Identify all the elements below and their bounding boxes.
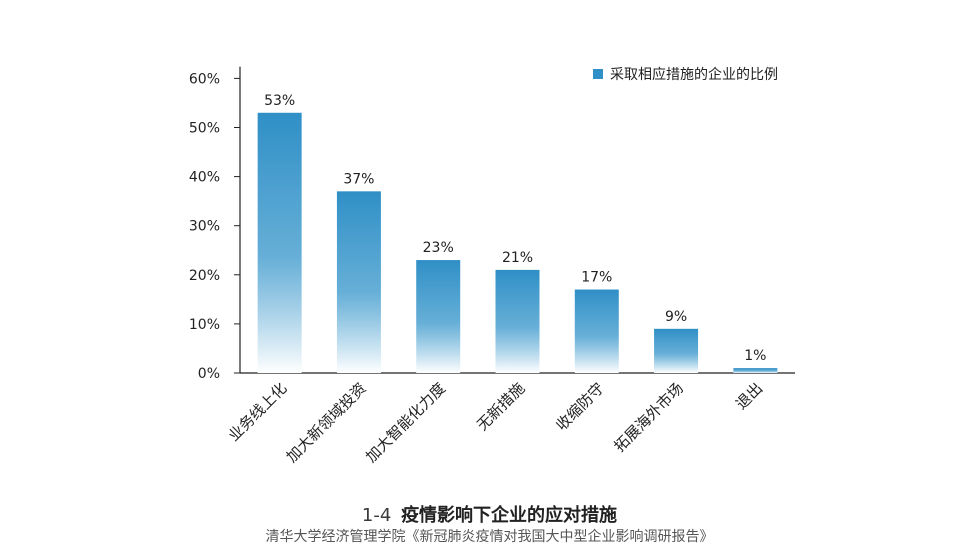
data-label: 21% bbox=[502, 250, 533, 266]
x-category-label: 拓展海外市场 bbox=[611, 379, 687, 455]
bar bbox=[416, 260, 461, 373]
data-label: 53% bbox=[264, 93, 295, 109]
y-tick-label: 40% bbox=[189, 170, 220, 186]
legend-label: 采取相应措施的企业的比例 bbox=[610, 66, 778, 83]
y-tick-label: 0% bbox=[198, 366, 220, 382]
figure-caption: 1-4 疫情影响下企业的应对措施 bbox=[0, 501, 979, 527]
figure-source: 清华大学经济管理学院《新冠肺炎疫情对我国大中型企业影响调研报告》 bbox=[265, 529, 714, 545]
data-label: 1% bbox=[744, 348, 766, 364]
y-tick-label: 60% bbox=[189, 71, 220, 87]
x-category-label: 收缩防守 bbox=[552, 379, 607, 434]
x-category-label: 加大智能化力度 bbox=[362, 379, 449, 466]
bar bbox=[733, 368, 778, 373]
bar bbox=[495, 269, 540, 373]
legend-swatch bbox=[593, 69, 603, 79]
x-category-label: 业务线上化 bbox=[225, 379, 291, 445]
data-label: 23% bbox=[423, 240, 454, 256]
axes: 0% 10% 20% 30% 40% 50% 60% bbox=[189, 66, 795, 382]
bar bbox=[574, 289, 619, 373]
y-tick-label: 10% bbox=[189, 317, 220, 333]
x-category-label: 退出 bbox=[732, 379, 766, 413]
bar bbox=[654, 328, 699, 373]
y-tick-label: 20% bbox=[189, 268, 220, 284]
legend: 采取相应措施的企业的比例 bbox=[593, 66, 778, 83]
y-tick-label: 50% bbox=[189, 121, 220, 137]
figure-title: 疫情影响下企业的应对措施 bbox=[401, 505, 618, 526]
x-category-label: 加大新领域投资 bbox=[283, 379, 370, 466]
bar bbox=[336, 191, 381, 373]
x-category-label: 无新措施 bbox=[473, 379, 528, 434]
figure-number: 1-4 bbox=[361, 505, 392, 526]
data-label: 37% bbox=[343, 171, 374, 187]
data-label: 9% bbox=[665, 309, 687, 325]
y-tick-label: 30% bbox=[189, 219, 220, 235]
data-label: 17% bbox=[581, 270, 612, 286]
bar bbox=[257, 112, 302, 374]
bars bbox=[257, 112, 778, 374]
